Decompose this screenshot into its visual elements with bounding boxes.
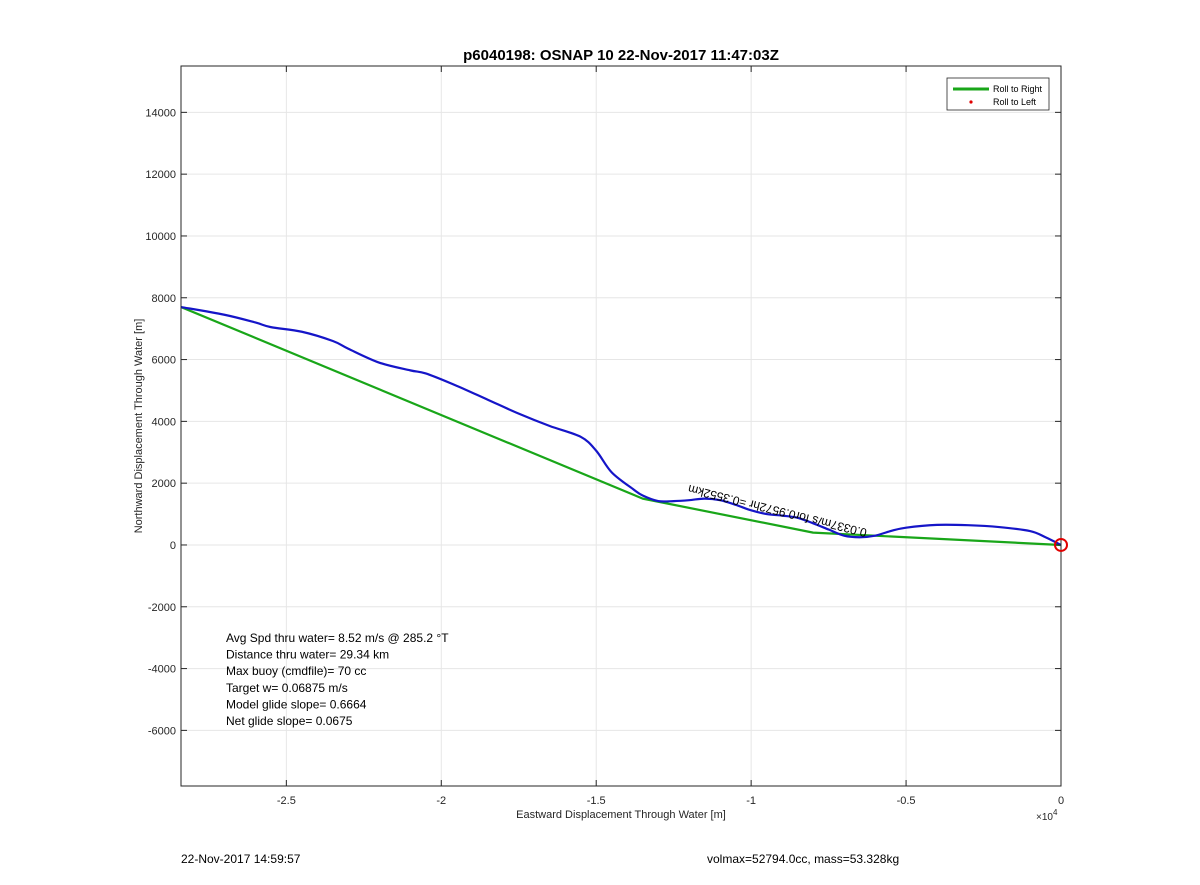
footer-timestamp: 22-Nov-2017 14:59:57 [181, 852, 301, 866]
chart-title: p6040198: OSNAP 10 22-Nov-2017 11:47:03Z [463, 47, 779, 64]
x-tick-label: -0.5 [897, 795, 916, 807]
y-tick-label: -2000 [148, 602, 176, 614]
y-tick-label: 10000 [145, 231, 176, 243]
axis-ticks: -2.5 -2 -1.5 -1 -0.5 0 -6000 -4000 -2000 0 2000 400… [145, 66, 1064, 807]
y-tick-label: 0 [170, 540, 176, 552]
y-tick-label: 2000 [152, 478, 176, 490]
y-tick-label: 6000 [152, 355, 176, 367]
x-axis-label: Eastward Displacement Through Water [m] [516, 809, 726, 821]
footer-vol-mass: volmax=52794.0cc, mass=53.328kg [707, 852, 900, 866]
stats-line: Avg Spd thru water= 8.52 m/s @ 285.2 °T [226, 631, 449, 645]
legend: Roll to Right Roll to Left [946, 77, 1050, 111]
stats-line: Max buoy (cmdfile)= 70 cc [226, 664, 366, 678]
stats-line: Net glide slope= 0.0675 [226, 714, 353, 728]
plot-area-border [180, 65, 1062, 787]
stats-text-block: Avg Spd thru water= 8.52 m/s @ 285.2 °T D… [226, 631, 449, 728]
legend-label: Roll to Right [993, 84, 1043, 94]
end-marker-circle [1054, 537, 1068, 552]
y-tick-label: -4000 [148, 664, 176, 676]
grid-lines [181, 66, 1062, 786]
plot-area-background [181, 66, 1061, 786]
legend-box [946, 77, 1050, 111]
y-tick-label: 14000 [145, 107, 176, 119]
x-tick-label: -2 [436, 795, 446, 807]
x-tick-label: -1 [746, 795, 756, 807]
x-axis-exponent: ×104 [1036, 808, 1058, 823]
stats-line: Model glide slope= 0.6664 [226, 697, 367, 711]
series-line-track [181, 305, 1061, 546]
stats-line: Distance thru water= 29.34 km [226, 648, 389, 662]
y-tick-label: 12000 [145, 169, 176, 181]
x-tick-label: 0 [1058, 795, 1064, 807]
legend-label: Roll to Left [993, 97, 1037, 107]
y-tick-label: 8000 [152, 293, 176, 305]
x-tick-label: -1.5 [587, 795, 606, 807]
stats-line: Target w= 0.06875 m/s [226, 681, 348, 695]
y-tick-label: -6000 [148, 725, 176, 737]
y-axis-label: Northward Displacement Through Water [m] [133, 319, 145, 534]
series-line-roll-to-right [181, 306, 1061, 547]
y-tick-label: 4000 [152, 416, 176, 428]
legend-dot-swatch [969, 100, 973, 104]
x-tick-label: -2.5 [277, 795, 296, 807]
